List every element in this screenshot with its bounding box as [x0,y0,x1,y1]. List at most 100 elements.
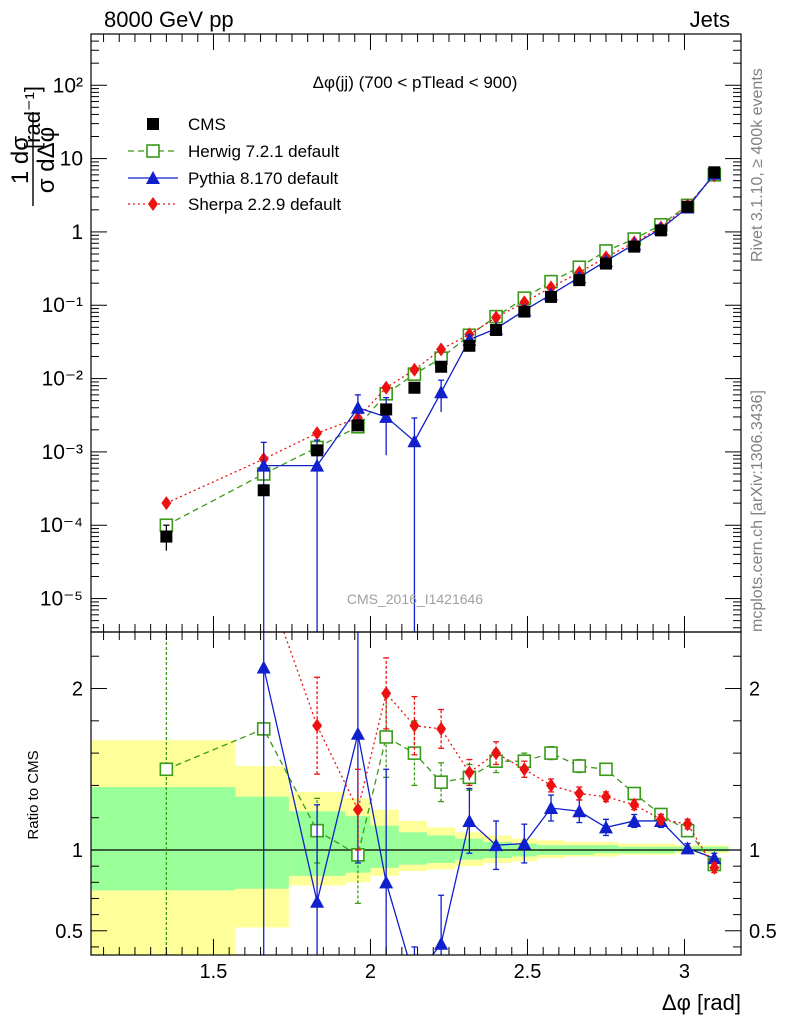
ratio-y-tick-label-right: 0.5 [749,921,777,943]
cms-point [351,419,364,432]
watermark: CMS_2016_I1421646 [347,591,483,607]
ratio-y-tick-label-right: 1 [749,840,760,862]
herwig-ratio-point [544,746,558,760]
rivet-label: Rivet 3.1.10, ≥ 400k events [749,68,766,262]
cms-point [435,360,448,373]
pythia-ratio-point [379,875,394,889]
pythia-ratio-point [544,801,559,815]
pythia-point [310,458,325,472]
sherpa-ratio-point [546,778,557,793]
legend-entry-label: Pythia 8.170 default [188,169,339,188]
pythia-point [379,409,394,423]
pythia-ratio-point [407,972,421,985]
cms-point [463,339,476,352]
pythia-ratio-point [350,726,365,740]
pythia-ratio-point [707,851,722,865]
cms-point [490,323,503,336]
ylabel-unit: [rad⁻¹] [20,86,45,149]
sherpa-point [491,310,502,325]
pythia-point [407,434,422,448]
sherpa-ratio-point [381,686,392,701]
sherpa-ratio-point [655,812,666,827]
ratio-ylabel: Ratio to CMS [25,750,42,839]
legend-marker [146,171,160,184]
pythia-ratio-point [598,820,613,834]
pythia-ratio-series [256,632,722,985]
sherpa-point [436,342,447,357]
pythia-ratio-point [517,836,532,850]
herwig-ratio-point [379,730,393,744]
cms-point [380,403,393,416]
main-title: Δφ(jj) (700 < pTlead < 900) [313,73,518,92]
ratio-y-tick-label: 1 [72,840,83,862]
pythia-ratio-point [434,936,449,950]
y-tick-label: 10⁻⁵ [40,588,83,611]
cms-point [628,240,641,253]
sherpa-ratio-line [283,632,715,869]
uncertainty-band-green [91,787,236,891]
uncertainty-band-green [426,835,456,863]
sherpa-line [166,174,715,504]
sherpa-ratio-point [409,718,420,733]
cms-point [518,305,531,318]
x-axis-label: Δφ [rad] [662,990,741,1015]
pythia-point [434,385,449,399]
sherpa-point [161,496,172,511]
main-ylabel: 1 dσ σ dΔφ [rad⁻¹] [7,86,60,206]
cms-point [599,257,612,270]
herwig-ratio-point [572,759,587,773]
sherpa-ratio-point [709,860,720,875]
herwig-ratio-point [159,762,174,777]
pythia-ratio-point [462,813,477,827]
collision-label: 8000 GeV pp [104,7,234,32]
cms-point [545,290,558,303]
pythia-point [256,458,271,472]
process-label: Jets [690,7,730,32]
legend-entry-label: CMS [188,115,226,134]
cms-point [311,444,324,457]
y-tick-label: 10⁻¹ [42,294,83,317]
cms-point [654,224,667,237]
sherpa-point [409,362,420,377]
cms-point [681,200,694,213]
sherpa-ratio-point [436,721,447,736]
uncertainty-band-green [370,825,399,868]
y-tick-label: 1 [71,221,83,244]
ratio-y-tick-label: 0.5 [55,921,83,943]
pythia-point [350,400,365,414]
pythia-ratio-point [572,804,587,818]
sherpa-ratio-point [312,718,323,733]
mcplots-label: mcplots.cern.ch [arXiv:1306.3436] [749,390,766,632]
herwig-ratio-point [434,775,448,789]
uncertainty-band-green [398,832,427,865]
main-plot-panel: 10⁻⁵ 10⁻⁴ 10⁻³ 10⁻² 10⁻¹ 1 10 10² CMS_2016_I142… [40,33,742,633]
sherpa-ratio-point [352,802,363,817]
ratio-y-tick-label: 2 [72,679,83,701]
sherpa-ratio-point [574,786,585,801]
pythia-series [256,166,722,632]
ylabel-denominator: σ dΔφ [33,127,60,193]
legend-entry-label: Herwig 7.2.1 default [188,142,339,161]
sherpa-ratio-point [682,817,693,832]
y-tick-label: 10⁻⁴ [40,514,83,537]
cms-series [160,166,721,551]
cms-point [257,484,270,497]
legend-marker [148,197,158,211]
ratio-plot-panel: 1.5 2 2.5 3 0.5 0.5 1 1 2 2 [55,631,777,985]
uncertainty-band-green [593,845,619,854]
herwig-ratio-point [599,762,613,777]
uncertainty-band-green [235,796,289,889]
sherpa-ratio-point [600,789,611,804]
ratio-y-tick-label-right: 2 [749,679,760,701]
legend: CMS Herwig 7.2.1 default Pythia 8.170 defa… [128,115,341,214]
pythia-ratio-line [263,667,715,955]
pythia-ratio-point [310,894,325,908]
y-tick-label: 10⁻³ [42,441,83,464]
y-tick-label: 10 [60,148,83,171]
sherpa-point [312,426,323,441]
uncertainty-band-green [700,846,729,852]
sherpa-point [381,380,392,395]
legend-marker [146,144,160,158]
sherpa-series [161,168,720,511]
